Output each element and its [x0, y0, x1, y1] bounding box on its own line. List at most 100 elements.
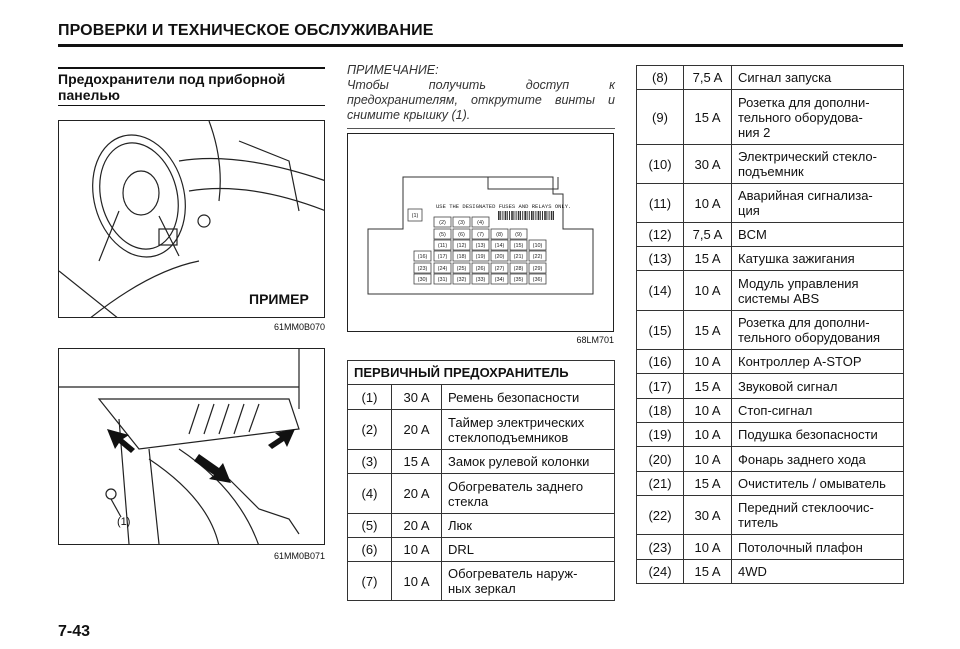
fuse-description: Электрический стекло- подъемник: [731, 144, 904, 184]
fuse-description: 4WD: [731, 559, 904, 584]
fuse-slot-label: (27): [495, 266, 505, 272]
fuse-amperage: 20 A: [391, 513, 442, 538]
fuse-slot-label: (30): [418, 277, 428, 283]
fuse-slot-label: (8): [496, 232, 503, 238]
example-label: ПРИМЕР: [249, 291, 309, 307]
fuse-number: (19): [636, 422, 684, 447]
fuse-description: Обогреватель заднего стекла: [441, 473, 615, 514]
fuse-slot: [433, 273, 452, 285]
table-row: (12) 7,5 A BCM: [636, 222, 904, 247]
table-row: (11) 10 A Аварийная сигнализа- ция: [636, 183, 904, 223]
fusebox-caption: 68LM701: [576, 335, 614, 345]
fuse-amperage: 7,5 A: [683, 222, 732, 247]
fuse-slot-label: (1): [412, 213, 419, 219]
fuse-description: Контроллер A-STOP: [731, 349, 904, 374]
fuse-slot-label: (5): [439, 232, 446, 238]
fuse-number: (13): [636, 246, 684, 271]
fuse-description: Очиститель / омыватель: [731, 471, 904, 496]
fuse-description: Стоп-сигнал: [731, 398, 904, 423]
fuse-slot: [509, 239, 528, 251]
fuse-slot-label: (18): [457, 254, 467, 260]
fuse-number: (20): [636, 446, 684, 472]
fuse-description: Звуковой сигнал: [731, 373, 904, 399]
fuse-slot-label: (26): [476, 266, 486, 272]
fuse-number: (10): [636, 144, 684, 184]
fuse-amperage: 30 A: [391, 384, 442, 410]
barcode: [498, 211, 554, 220]
fuse-slot-label: (7): [477, 232, 484, 238]
fuse-slot-label: (10): [533, 243, 543, 249]
table-row: (18) 10 A Стоп-сигнал: [636, 398, 904, 423]
fuse-amperage: 7,5 A: [683, 65, 732, 90]
fuse-slot: [471, 239, 490, 251]
page-number: 7-43: [58, 623, 91, 640]
fuse-number: (4): [347, 473, 392, 514]
table-row: (15) 15 A Розетка для дополни- тельного об…: [636, 310, 904, 350]
table-row: (9) 15 A Розетка для дополни- тельного обо…: [636, 89, 904, 145]
fuse-number: (3): [347, 449, 392, 474]
fuse-slot: [471, 216, 490, 228]
fuse-slot: [452, 239, 471, 251]
fuse-slot: [413, 273, 432, 285]
fuse-amperage: 10 A: [683, 349, 732, 374]
fuse-amperage: 10 A: [683, 183, 732, 223]
table-row: (17) 15 A Звуковой сигнал: [636, 373, 904, 399]
fuse-slot-label: (16): [418, 254, 428, 260]
fuse-description: Таймер электрических стеклоподъемников: [441, 409, 615, 450]
page-title: ПРОВЕРКИ И ТЕХНИЧЕСКОЕ ОБСЛУЖИВАНИЕ: [58, 22, 434, 39]
section-divider-bottom: [58, 105, 325, 106]
table-row: (16) 10 A Контроллер A-STOP: [636, 349, 904, 374]
table-row: (22) 30 A Передний стеклоочис- титель: [636, 495, 904, 535]
fuse-box-diagram: USE THE DESIGNATED FUSES AND RELAYS ONLY…: [347, 133, 614, 332]
fuse-amperage: 10 A: [683, 398, 732, 423]
fuse-slot-label: (9): [515, 232, 522, 238]
steering-wheel-drawing: [59, 121, 324, 317]
fuse-slot-label: (35): [514, 277, 524, 283]
fuse-description: Модуль управления системы ABS: [731, 270, 904, 311]
table-row: (14) 10 A Модуль управления системы ABS: [636, 270, 904, 311]
fuse-amperage: 10 A: [391, 561, 442, 601]
fuse-amperage: 15 A: [683, 471, 732, 496]
fuse-slot-label: (36): [533, 277, 543, 283]
fuse-slot: [433, 228, 452, 240]
fuse-amperage: 15 A: [683, 373, 732, 399]
fuse-amperage: 15 A: [683, 310, 732, 350]
note-heading: ПРИМЕЧАНИЕ:: [347, 63, 439, 77]
fuse-slot: [452, 216, 471, 228]
table-row: (23) 10 A Потолочный плафон: [636, 534, 904, 560]
fuse-slot: [490, 250, 509, 262]
fuse-description: Катушка зажигания: [731, 246, 904, 271]
fuse-amperage: 10 A: [683, 446, 732, 472]
table-row: (2) 20 A Таймер электрических стеклоподъем…: [347, 409, 615, 450]
fuse-amperage: 10 A: [683, 422, 732, 447]
fuse-amperage: 15 A: [683, 246, 732, 271]
fuse-number: (23): [636, 534, 684, 560]
section-divider: [58, 67, 325, 69]
fuse-amperage: 30 A: [683, 144, 732, 184]
fuse-description: Подушка безопасности: [731, 422, 904, 447]
fuse-description: BCM: [731, 222, 904, 247]
fuse-slot-label: (4): [477, 220, 484, 226]
fuse-description: Потолочный плафон: [731, 534, 904, 560]
fuse-amperage: 20 A: [391, 473, 442, 514]
fuse-number: (6): [347, 537, 392, 562]
fuse-number: (24): [636, 559, 684, 584]
fuse-slot: [452, 228, 471, 240]
title-divider: [58, 44, 903, 47]
fuse-slot: [490, 262, 509, 274]
fuse-slot-label: (21): [514, 254, 524, 260]
table-row: (13) 15 A Катушка зажигания: [636, 246, 904, 271]
fuse-slot-label: (24): [438, 266, 448, 272]
fuse-slot-label: (19): [476, 254, 486, 260]
table-row: (8) 7,5 A Сигнал запуска: [636, 65, 904, 90]
fuse-table: (8) 7,5 A Сигнал запуска (9) 15 A Розетка для…: [636, 65, 904, 584]
fuse-description: DRL: [441, 537, 615, 562]
note-divider: [347, 128, 615, 129]
table-row: (24) 15 A 4WD: [636, 559, 904, 584]
fuse-slot: [509, 273, 528, 285]
fuse-slot: [433, 239, 452, 251]
table-row: (10) 30 A Электрический стекло- подъемник: [636, 144, 904, 184]
fuse-slot: [433, 216, 452, 228]
fuse-description: Аварийная сигнализа- ция: [731, 183, 904, 223]
figure2-caption: 61MM0B071: [273, 551, 325, 561]
